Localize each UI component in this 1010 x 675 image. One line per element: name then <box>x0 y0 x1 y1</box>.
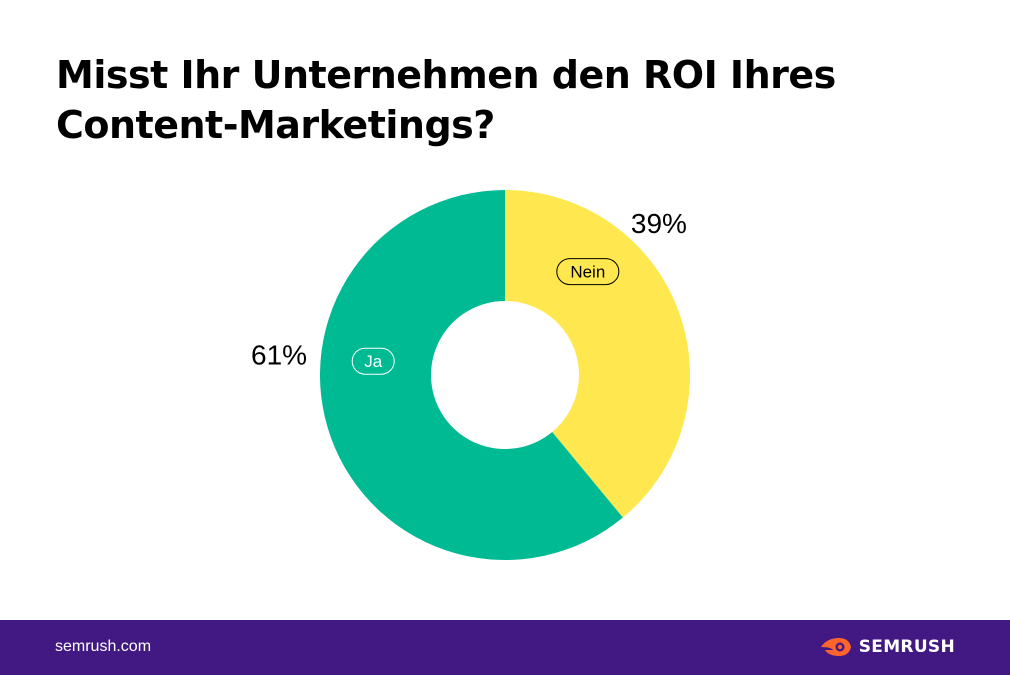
brand-name: SEMRUSH <box>858 637 955 657</box>
donut-chart: Nein 39% Ja 61% <box>251 190 691 560</box>
slice-label-ja: Ja <box>364 352 383 371</box>
slice-ja <box>320 190 623 560</box>
chart-title: Misst Ihr Unternehmen den ROI Ihres Cont… <box>56 53 836 147</box>
slice-nein <box>505 190 691 518</box>
slice-label-pill-nein <box>556 258 620 286</box>
slice-label-nein: Nein <box>570 263 605 282</box>
brand-logo: SEMRUSH <box>819 636 955 658</box>
footer-bar: semrush.com SEMRUSH <box>0 620 1010 675</box>
donut-slices <box>320 190 691 560</box>
footer-url[interactable]: semrush.com <box>55 638 152 655</box>
slice-value-nein: 39% <box>631 208 687 239</box>
slice-value-ja: 61% <box>251 340 307 371</box>
donut-labels: Nein 39% Ja 61% <box>251 208 687 375</box>
slice-label-pill-ja <box>351 347 395 375</box>
semrush-flame-icon <box>820 638 851 656</box>
